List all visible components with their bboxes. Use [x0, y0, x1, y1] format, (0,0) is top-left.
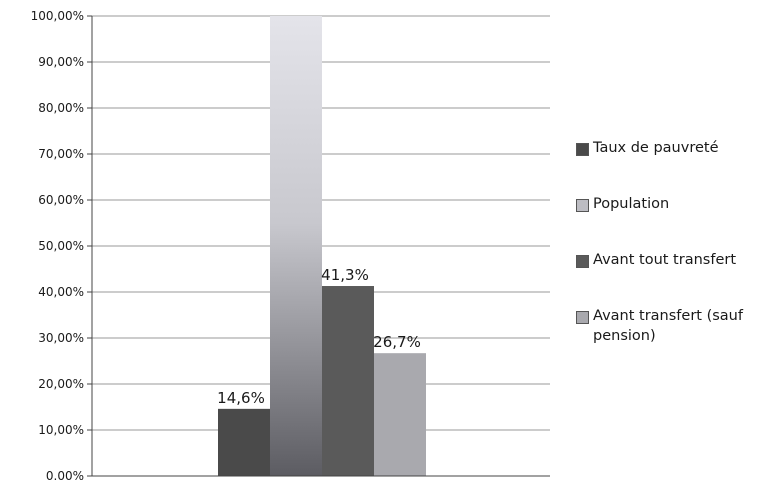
legend-swatch-population	[576, 199, 589, 212]
legend-item-avant-tout-transfert: Avant tout transfert	[576, 250, 756, 270]
data-label-avant-tout-transfert: 41,3%	[321, 266, 369, 284]
y-tick-label: 50,00%	[38, 239, 84, 253]
y-tick-label: 20,00%	[38, 377, 84, 391]
y-tick-label: 0.00%	[46, 469, 84, 483]
bars	[218, 16, 426, 476]
legend-swatch-avant-tout-transfert	[576, 255, 589, 268]
bar-population	[270, 16, 322, 476]
bar-taux-de-pauvrete	[218, 408, 270, 476]
y-tick-label: 90,00%	[38, 55, 84, 69]
legend-swatch-taux-de-pauvrete	[576, 143, 589, 156]
legend-label: Taux de pauvreté	[593, 140, 719, 156]
legend-swatch-avant-transfert-sauf-pension	[576, 311, 589, 324]
legend-label: Population	[593, 196, 670, 212]
legend: Taux de pauvreté Population Avant tout t…	[576, 138, 756, 382]
y-tick-label: 60,00%	[38, 193, 84, 207]
y-tick-label: 80,00%	[38, 101, 84, 115]
y-tick-label: 70,00%	[38, 147, 84, 161]
legend-label: Avant tout transfert	[593, 252, 737, 268]
data-labels: 14,6% 41,3% 26,7%	[217, 266, 421, 407]
bar-avant-tout-transfert	[322, 286, 374, 476]
y-axis-ticks: 0.00% 10,00% 20,00% 30,00% 40,00% 50,00% 60,00…	[31, 9, 92, 483]
legend-label: Avant transfert (sauf pension)	[593, 308, 743, 344]
y-tick-label: 40,00%	[38, 285, 84, 299]
bar-avant-transfert-sauf-pension	[374, 353, 426, 476]
legend-item-population: Population	[576, 194, 756, 214]
data-label-taux-de-pauvrete: 14,6%	[217, 389, 265, 407]
y-tick-label: 30,00%	[38, 331, 84, 345]
data-label-avant-transfert-sauf-pension: 26,7%	[373, 333, 421, 351]
legend-item-avant-transfert-sauf-pension: Avant transfert (sauf pension)	[576, 306, 756, 346]
legend-item-taux-de-pauvrete: Taux de pauvreté	[576, 138, 756, 158]
y-tick-label: 100,00%	[31, 9, 84, 23]
y-tick-label: 10,00%	[38, 423, 84, 437]
